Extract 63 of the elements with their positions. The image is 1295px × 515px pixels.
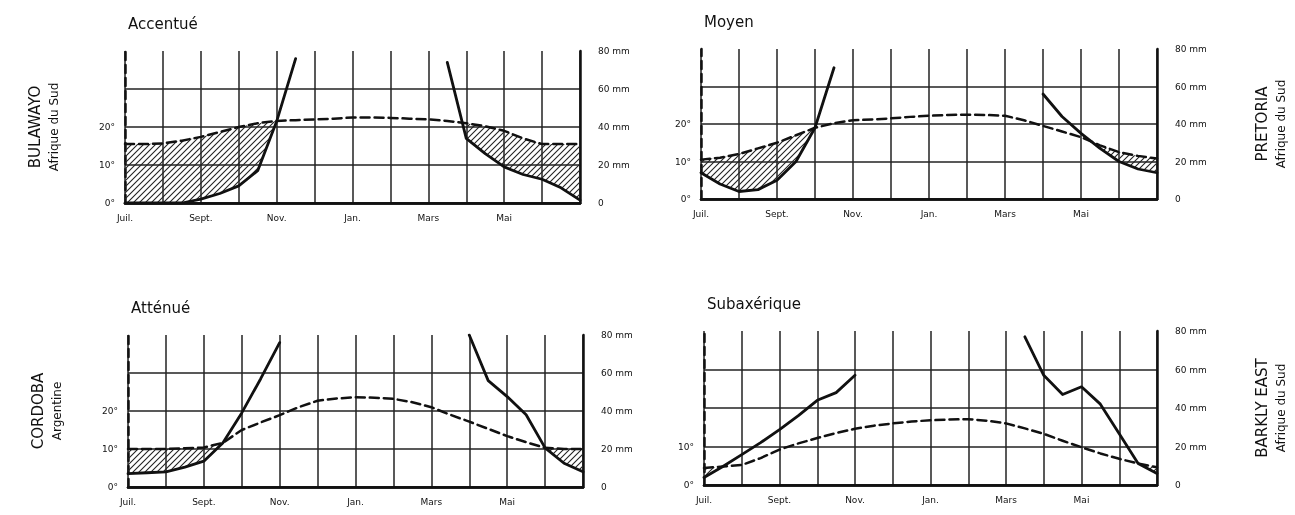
x-tick-label: Sept.: [192, 496, 216, 507]
y-tick-label: 20°: [675, 119, 691, 129]
y2-tick-label: 60 mm: [598, 84, 630, 94]
x-tick-label: Jan.: [919, 208, 938, 219]
y2-tick-label: 0: [1175, 480, 1181, 490]
y2-tick-label: 0: [601, 482, 607, 492]
y2-tick-label: 40 mm: [601, 406, 633, 416]
y2-tick-label: 60 mm: [1175, 81, 1207, 92]
y-tick-label: 0°: [104, 198, 115, 208]
x-tick-label: Mars: [994, 208, 1017, 219]
x-tick-label: Mai: [499, 496, 516, 507]
y2-tick-label: 40 mm: [1175, 403, 1207, 413]
y-tick-label: 0°: [683, 480, 694, 490]
y2-tick-label: 80 mm: [598, 46, 630, 56]
y-tick-label: 20°: [99, 122, 115, 132]
y2-tick-label: 20 mm: [598, 160, 630, 170]
x-tick-label: Mai: [496, 212, 513, 223]
y2-tick-label: 20 mm: [1175, 156, 1207, 167]
y-tick-label: 10°: [678, 441, 694, 452]
y2-tick-label: 0: [1175, 194, 1181, 204]
y2-tick-label: 40 mm: [598, 122, 630, 132]
x-tick-label: Nov.: [269, 496, 290, 507]
x-tick-label: Mai: [1073, 494, 1090, 505]
y2-tick-label: 0: [598, 198, 604, 208]
y-tick-label: 10°: [675, 156, 691, 167]
x-tick-label: Sept.: [765, 208, 789, 219]
y-tick-label: 10°: [99, 160, 115, 170]
y2-tick-label: 40 mm: [1175, 119, 1207, 129]
x-tick-label: Sept.: [767, 494, 792, 505]
x-tick-label: Juil.: [118, 496, 137, 507]
x-tick-label: Mars: [995, 494, 1018, 505]
y2-tick-label: 80 mm: [1175, 44, 1207, 54]
x-tick-label: Juil.: [115, 212, 134, 223]
x-tick-label: Juil.: [691, 208, 710, 219]
y-tick-label: 20°: [102, 406, 118, 416]
y2-tick-label: 60 mm: [601, 368, 633, 378]
x-tick-label: Nov.: [266, 212, 287, 223]
x-tick-label: Sept.: [189, 212, 213, 223]
chart-title: Atténué: [131, 298, 191, 317]
x-tick-label: Juil.: [694, 494, 713, 505]
y2-tick-label: 80 mm: [601, 330, 633, 340]
chart-title: Subaxérique: [707, 294, 801, 313]
x-tick-label: Jan.: [921, 494, 939, 505]
y-axis-title: BULAWAYO Afrique du Sud: [26, 82, 61, 172]
y2-axis-title: BARKLY EAST Afrique du Sud: [1253, 357, 1288, 458]
y-axis-title: CORDOBA Argentine: [29, 371, 64, 450]
y2-tick-label: 20 mm: [601, 444, 633, 454]
x-tick-label: Jan.: [346, 496, 364, 507]
chart-title: Accentué: [128, 14, 198, 33]
y-tick-label: 0°: [680, 194, 691, 204]
y-tick-label: 0°: [107, 482, 118, 492]
x-tick-label: Mai: [1073, 208, 1089, 219]
x-tick-label: Nov.: [845, 494, 865, 505]
x-tick-label: Jan.: [343, 212, 361, 223]
y2-tick-label: 60 mm: [1175, 364, 1207, 375]
x-tick-label: Mars: [417, 212, 440, 223]
y2-tick-label: 20 mm: [1175, 441, 1207, 452]
y2-tick-label: 80 mm: [1175, 326, 1207, 336]
y-tick-label: 10°: [102, 444, 118, 454]
x-tick-label: Mars: [420, 496, 443, 507]
x-tick-label: Nov.: [843, 208, 863, 219]
y2-axis-title: PRETORIA Afrique du Sud: [1253, 79, 1288, 169]
chart-title: Moyen: [704, 12, 754, 31]
